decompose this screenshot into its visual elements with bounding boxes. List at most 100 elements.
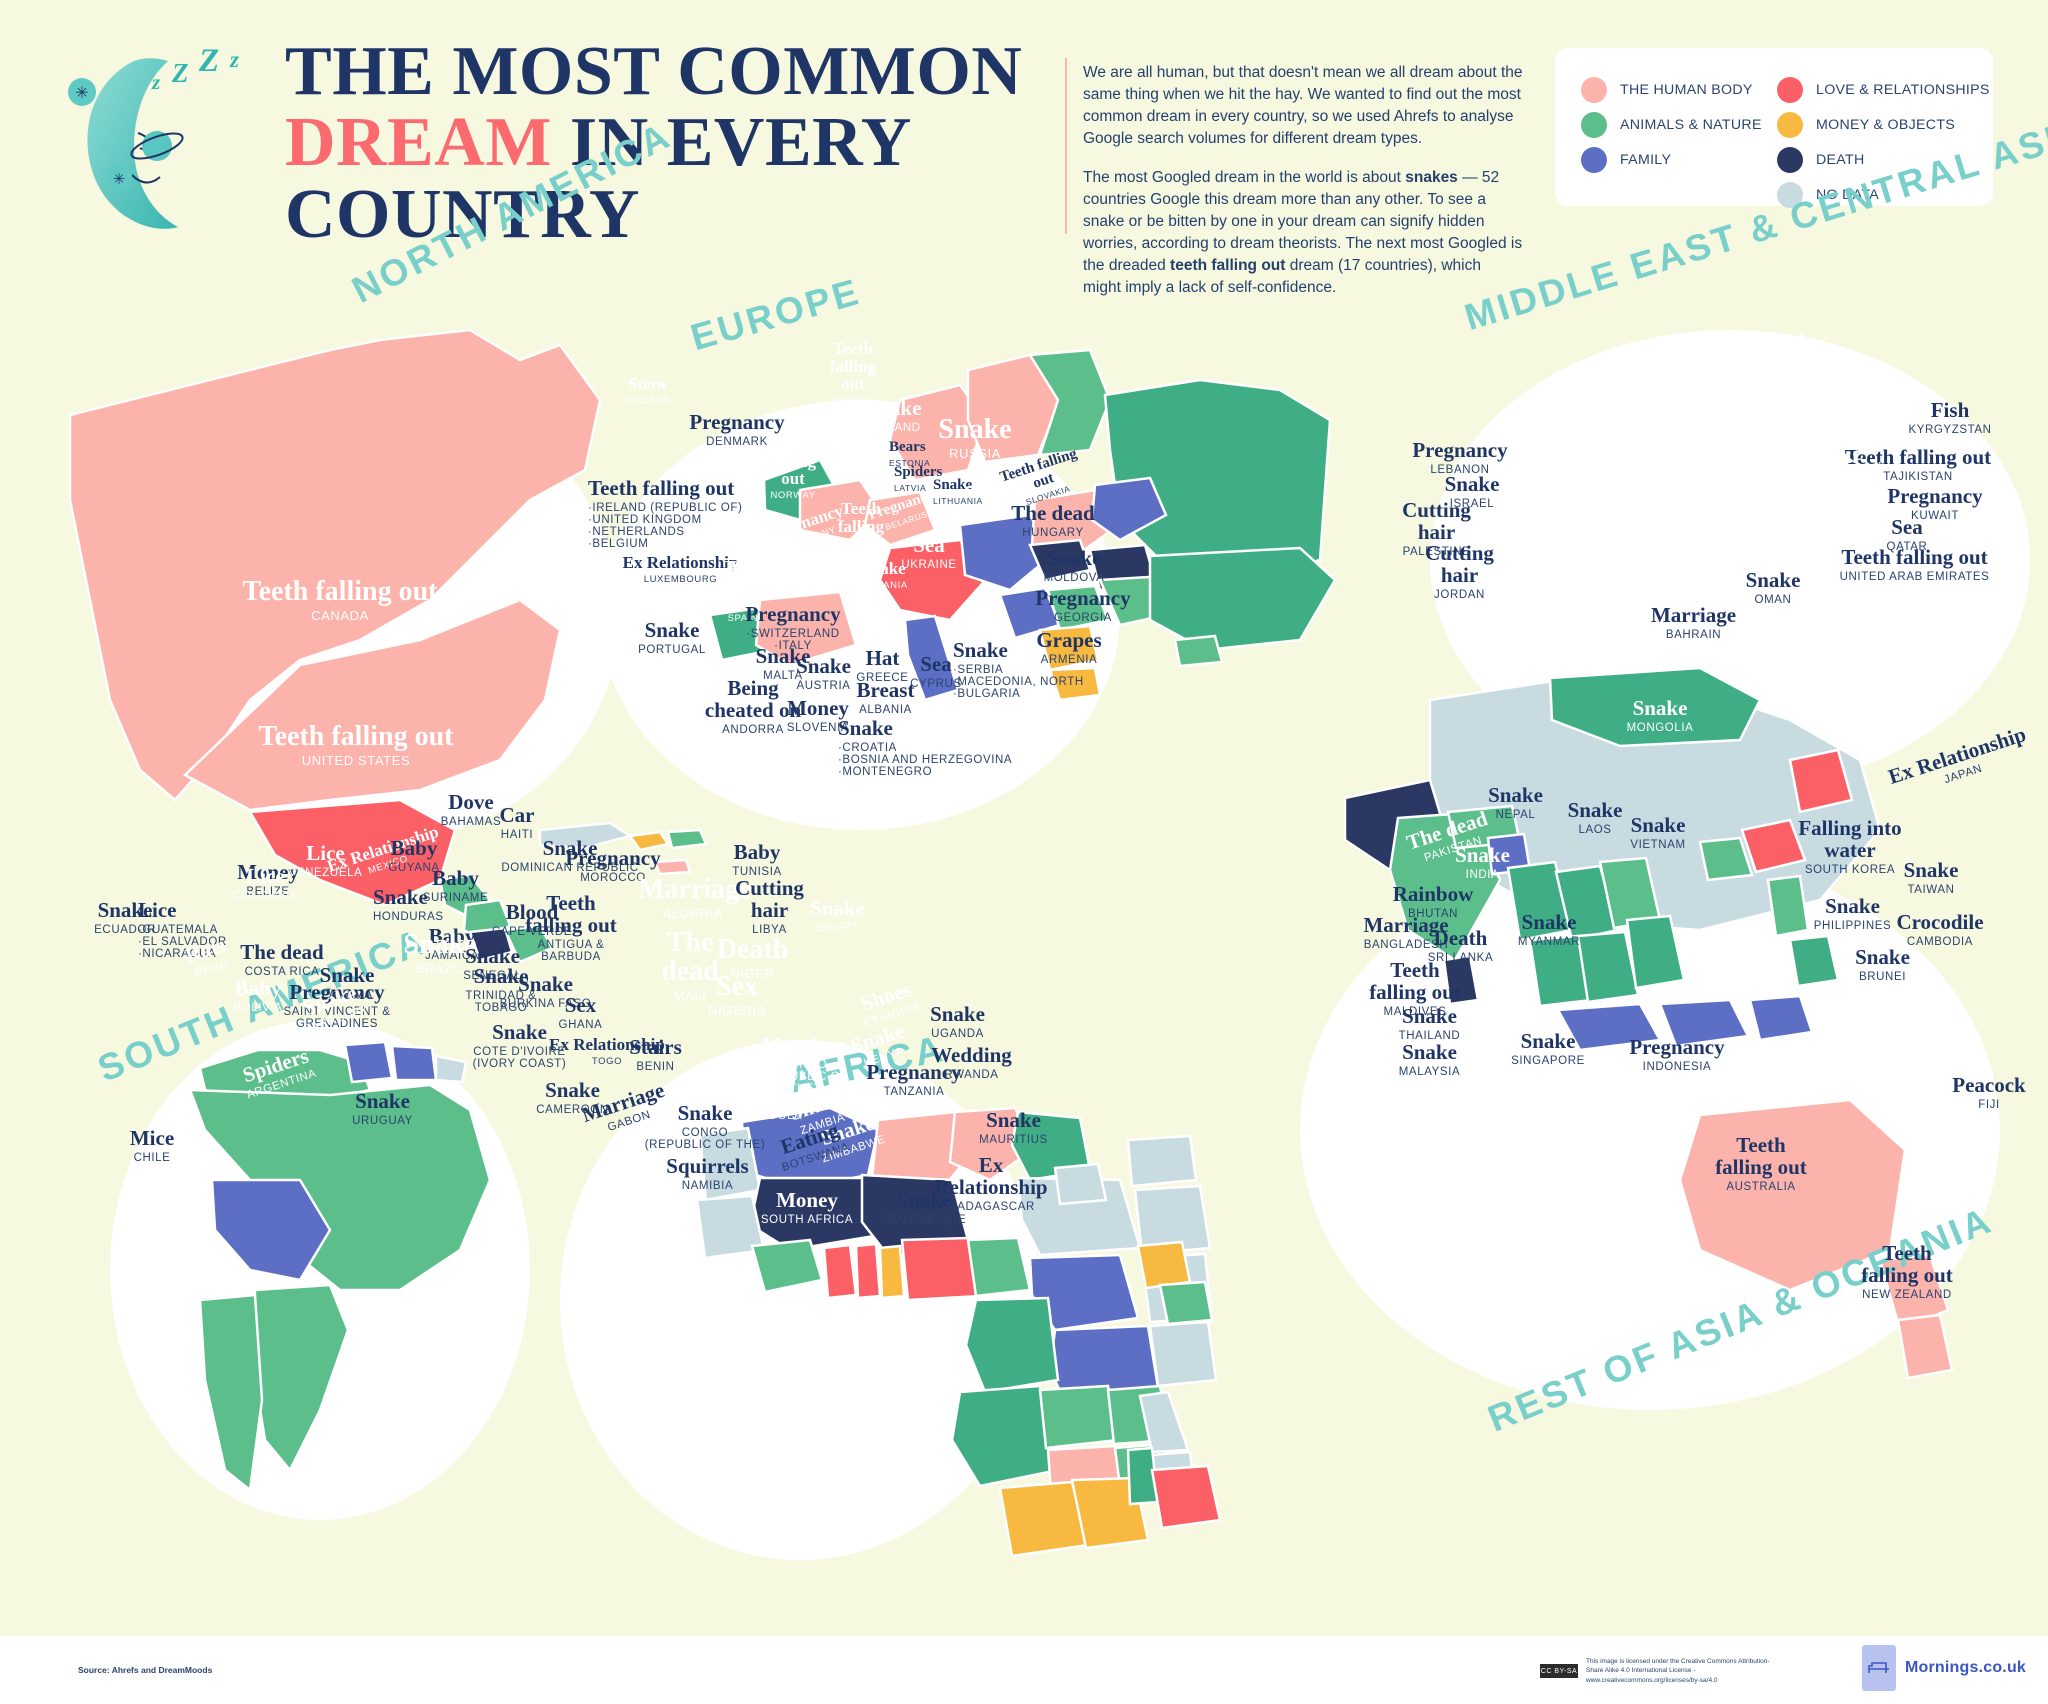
country-label-ghana: Sex GHANA	[548, 993, 613, 1031]
creative-commons-block: CC BY-SA This image is licensed under th…	[1540, 1657, 1776, 1685]
country-label-iceland: Snow ICELAND	[608, 375, 688, 406]
dream-name: Bears	[889, 439, 926, 455]
dream-name: Sex	[564, 993, 597, 1017]
dream-name: Death	[1433, 926, 1488, 950]
country-name: ·IRELAND (REPUBLIC OF) ·UNITED KINGDOM ·NE…	[588, 501, 743, 550]
country-label-tajikistan: Teeth falling out TAJIKISTAN	[1843, 446, 1993, 483]
country-name: LUXEMBOURG	[643, 573, 718, 585]
country-label-lebanon: Pregnancy LEBANON	[1400, 439, 1520, 476]
country-name: KYRGYZSTAN	[1908, 423, 1992, 436]
country-label-malta: Snake MALTA	[748, 644, 818, 682]
dream-name: Baby	[234, 976, 282, 1000]
country-name: URUGUAY	[352, 1114, 413, 1127]
dream-name: Snake	[97, 898, 153, 922]
country-label-philippines: Snake PHILIPPINES	[1800, 895, 1905, 932]
dream-name: Marriage	[761, 1033, 847, 1057]
country-label-serbia: Snake ·SERBIA ·MACEDONIA, NORTH ·BULGARIA	[953, 639, 1103, 700]
country-label-myanmar: Snake MYANMAR	[1499, 911, 1599, 948]
legend-swatch	[1777, 146, 1803, 173]
dream-name: Cutting hair	[1425, 541, 1494, 587]
country-label-nepal: Snake NEPAL	[1473, 784, 1558, 821]
country-name: SENEGAL	[463, 969, 522, 982]
legend-column-right: LOVE & RELATIONSHIPS MONEY & OBJECTS DEATH…	[1777, 72, 1990, 212]
dream-name: Snake	[1630, 813, 1686, 837]
legend-item-animals-nature: ANIMALS & NATURE	[1581, 107, 1762, 142]
legend-label: NO DATA	[1816, 186, 1880, 203]
country-label-thailand: Snake THAILAND	[1382, 1005, 1477, 1042]
dream-name: Money	[787, 696, 849, 720]
country-name: MALDIVES	[1383, 1005, 1447, 1018]
legend: THE HUMAN BODY ANIMALS & NATURE FAMILY LOV…	[1555, 48, 1993, 208]
country-label-canada: Teeth falling out CANADA	[200, 577, 480, 623]
country-name: BENIN	[636, 1060, 675, 1073]
country-label-guyana: Baby GUYANA	[374, 836, 454, 874]
dream-name: Lice	[138, 898, 177, 922]
country-name: TURKEY	[1544, 425, 1596, 438]
dream-name: Snake	[896, 1188, 952, 1212]
legend-swatch	[1777, 181, 1803, 208]
dream-name: Money	[776, 1188, 838, 1212]
country-name: MYANMAR	[1517, 935, 1581, 948]
country-label-uruguay: Snake URUGUAY	[340, 1089, 425, 1127]
country-name: ALGERIA	[662, 906, 724, 922]
brand-block[interactable]: Mornings.co.uk	[1862, 1645, 2026, 1691]
country-name: CONGO (REPUBLIC OF THE)	[644, 1126, 766, 1151]
country-label-cyprus: Sea CYPRUS	[906, 653, 966, 690]
dream-name: Snake	[545, 1078, 600, 1102]
country-label-austria: Snake AUSTRIA	[786, 655, 861, 692]
country-label-egypt: Snake EGYPT	[795, 897, 880, 934]
dream-name: Teeth falling out	[588, 476, 735, 500]
country-label-ukraine: Sea UKRAINE	[889, 534, 969, 571]
legend-item-no-data: NO DATA	[1777, 177, 1990, 212]
country-name: UGANDA	[931, 1027, 984, 1040]
legend-label: ANIMALS & NATURE	[1620, 116, 1762, 133]
country-name: IRAN	[1740, 470, 1771, 483]
country-name: ESTONIA	[889, 457, 931, 468]
country-name: RUSSIA	[948, 446, 1001, 462]
dream-name: Snake	[355, 1089, 410, 1113]
country-label-congo: Marriage CONGO (REPUBLIC OF THE)	[744, 1033, 864, 1095]
country-label-czech-republic: Death CZECH REPUBLIC	[934, 484, 1034, 512]
dream-name: Snake	[755, 644, 811, 668]
country-label-bhutan: Rainbow BHUTAN	[1383, 883, 1483, 920]
country-name: INDONESIA	[1642, 1060, 1712, 1073]
country-label-belize: Money BELIZE	[218, 861, 318, 898]
dream-name: Snake	[866, 396, 922, 420]
country-name: SAINT VINCENT & GRENADINES	[283, 1005, 391, 1030]
country-label-fiji: Peacock FIJI	[1944, 1074, 2034, 1111]
country-label-dominican-republic: Snake DOMINICAN REPUBLIC	[490, 837, 650, 874]
country-label-armenia: Grapes ARMENIA	[1024, 629, 1114, 666]
intro-divider	[1065, 58, 1067, 234]
country-label-rwanda: Wedding RWANDA	[924, 1044, 1019, 1081]
country-label-portugal: Snake PORTUGAL	[627, 619, 717, 656]
dream-name: Pregnancy	[866, 1060, 962, 1084]
country-name: BAHAMAS	[440, 815, 502, 828]
country-label-mozambique: Snake MOZAMBIQUE	[869, 1188, 979, 1226]
country-name: COSTA RICA	[244, 965, 320, 978]
dream-name: Baby	[390, 836, 438, 860]
dream-name: Snake	[1046, 546, 1102, 570]
intro-paragraph-1: We are all human, but that doesn't mean …	[1083, 64, 1523, 147]
dream-name: The dead	[1011, 501, 1095, 525]
dream-name: Snake	[1455, 843, 1510, 867]
country-name: CONGO (REPUBLIC OF THE)	[760, 1058, 848, 1095]
country-name: TRINIDAD & TOBAGO	[465, 989, 537, 1014]
country-label-honduras: Snake HONDURAS	[373, 886, 473, 923]
country-name: NORWAY	[770, 490, 816, 502]
country-name: PORTUGAL	[638, 643, 706, 656]
dream-name: Teeth falling out	[837, 499, 885, 554]
dream-name: Cutting hair	[735, 876, 804, 922]
dream-name: The dead	[661, 927, 719, 988]
country-label-lithuania: Snake LITHUANIA	[933, 477, 1003, 505]
dream-name: Pregnancy	[1035, 586, 1131, 610]
brand-name: Mornings.co.uk	[1905, 1659, 2027, 1676]
country-label-united-arab-emirates: Teeth falling out UNITED ARAB EMIRATES	[1832, 546, 1997, 583]
country-name: FINLAND	[867, 421, 921, 434]
country-name: GUYANA	[388, 861, 440, 874]
country-name: SRI LANKA	[1427, 951, 1494, 964]
intro-p2-c: — 52 countries Google this dream more th…	[1083, 169, 1523, 274]
country-name: MOROCCO	[580, 871, 646, 884]
dream-name: Marriage	[1586, 499, 1700, 530]
footer	[0, 1636, 2048, 1704]
dream-name: Hat	[865, 646, 900, 670]
